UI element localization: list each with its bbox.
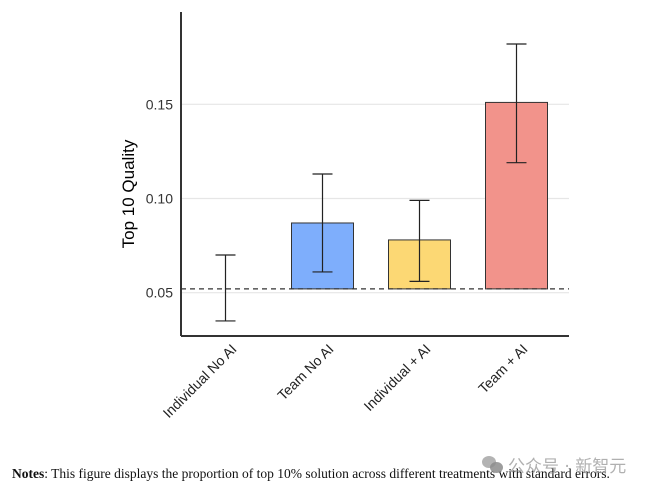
x-tick-label: Team No AI [274,341,336,403]
y-axis-title: Top 10 Quality [119,139,138,248]
x-tick-label: Team + AI [475,341,531,397]
axes [180,12,569,337]
notes-label: Notes [12,466,45,481]
error-bars [215,43,527,322]
y-tick-label: 0.15 [146,96,173,112]
x-tick-labels: Individual No AI Team No AI Individual + A… [160,341,531,421]
notes-text: : This figure displays the proportion of… [44,466,610,481]
y-tick-label: 0.10 [146,190,173,206]
wechat-icon [482,455,504,474]
y-tick-labels: 0.05 0.10 0.15 [146,96,173,300]
figure-notes: Notes: This figure displays the proporti… [12,466,610,482]
x-tick-label: Individual No AI [160,341,240,421]
bar-chart: 0.050.100.15 Individual No AI Team No AI I… [119,12,569,421]
watermark: 公众号 · 新智元 [482,452,626,477]
watermark-text: 公众号 · 新智元 [508,457,627,477]
x-tick-label: Individual + AI [360,341,433,414]
y-tick-label: 0.05 [146,285,173,301]
